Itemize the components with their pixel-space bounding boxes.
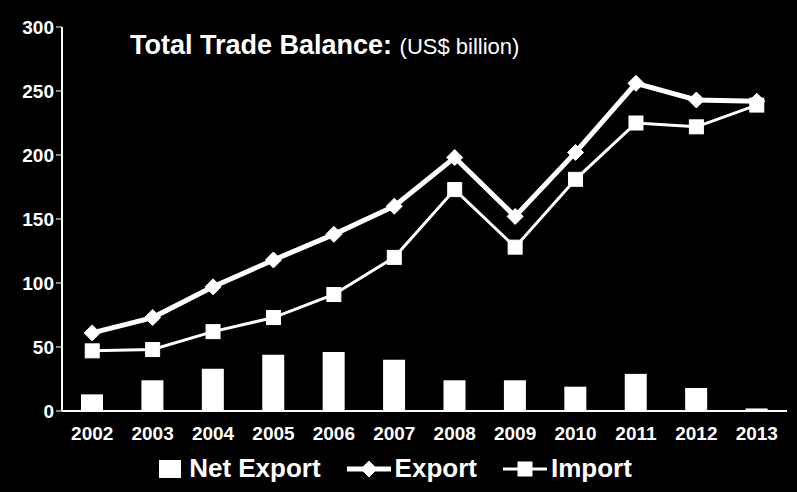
svg-text:2002: 2002	[71, 423, 113, 444]
svg-text:150: 150	[22, 209, 54, 230]
svg-text:200: 200	[22, 145, 54, 166]
svg-text:2013: 2013	[736, 423, 778, 444]
svg-text:2012: 2012	[675, 423, 717, 444]
svg-text:2010: 2010	[554, 423, 596, 444]
svg-text:100: 100	[22, 273, 54, 294]
svg-text:2005: 2005	[252, 423, 295, 444]
svg-text:2003: 2003	[131, 423, 173, 444]
html-text:Import: Import	[551, 453, 632, 483]
html-text:Export: Export	[394, 453, 477, 483]
svg-text:2006: 2006	[313, 423, 355, 444]
svg-text:2011: 2011	[615, 423, 657, 444]
svg-text:0: 0	[43, 401, 54, 422]
html-text:Net Export: Net Export	[189, 453, 321, 483]
svg-text:2004: 2004	[192, 423, 235, 444]
svg-text:300: 300	[22, 17, 54, 38]
svg-text:2007: 2007	[373, 423, 415, 444]
svg-text:50: 50	[33, 337, 54, 358]
svg-text:2009: 2009	[494, 423, 536, 444]
html-text:Total Trade Balance: (US$ bill: Total Trade Balance: (US$ billion)	[130, 30, 520, 60]
svg-text:2008: 2008	[434, 423, 476, 444]
svg-text:250: 250	[22, 81, 54, 102]
